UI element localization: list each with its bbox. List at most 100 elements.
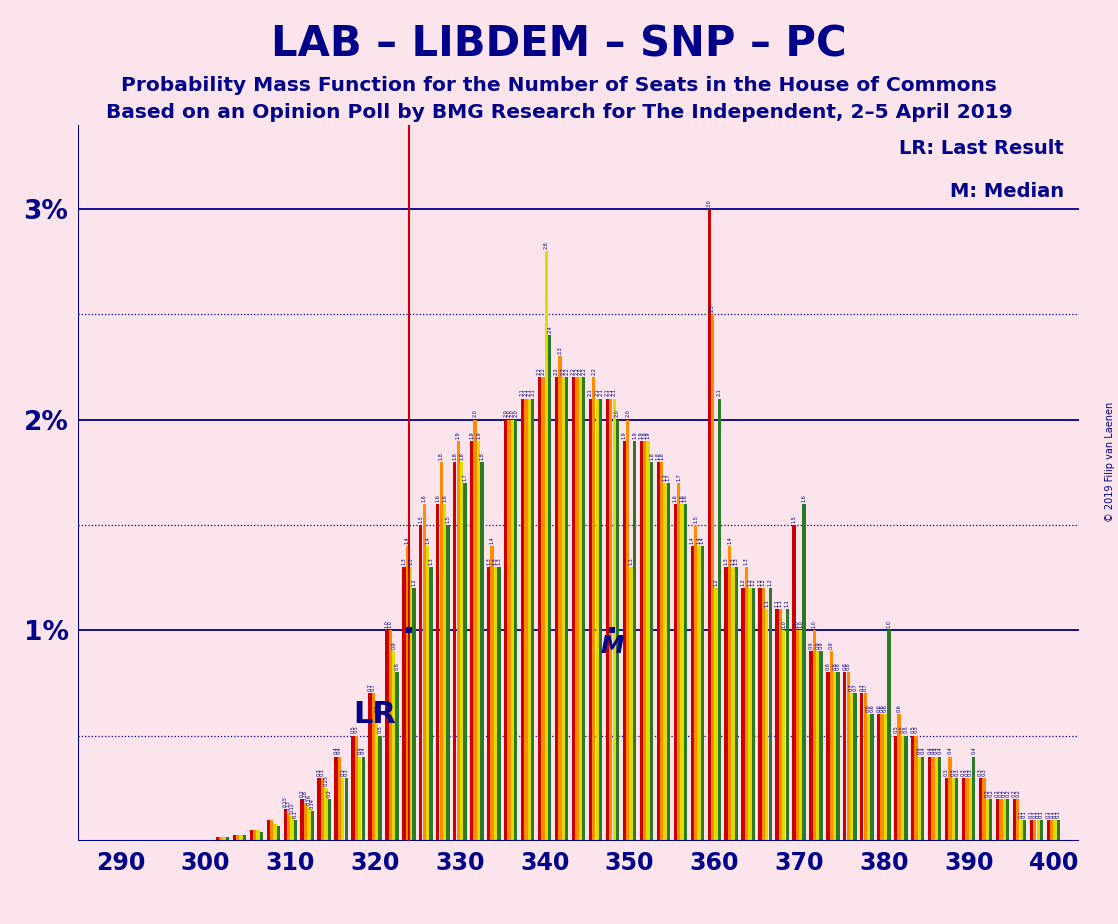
Text: 0.6: 0.6 — [866, 705, 871, 712]
Bar — [1036, 820, 1040, 841]
Text: 1.4: 1.4 — [727, 536, 732, 544]
Bar — [368, 693, 371, 841]
Text: 0.4: 0.4 — [337, 747, 342, 755]
Bar — [660, 462, 663, 841]
Bar — [928, 757, 931, 841]
Text: 0.2: 0.2 — [326, 789, 332, 796]
Text: 1.9: 1.9 — [622, 431, 627, 439]
Text: 0.5: 0.5 — [900, 725, 904, 734]
Text: 1.2: 1.2 — [740, 578, 746, 586]
Bar — [881, 714, 884, 841]
Text: 0.2: 0.2 — [1002, 789, 1006, 796]
Text: 3.0: 3.0 — [707, 200, 712, 207]
Bar — [629, 567, 633, 841]
Text: 0.15: 0.15 — [283, 796, 287, 808]
Bar — [965, 778, 968, 841]
Text: 2.0: 2.0 — [615, 409, 620, 418]
Bar — [287, 813, 291, 841]
Text: 0.3: 0.3 — [343, 768, 349, 775]
Bar — [878, 714, 880, 841]
Bar — [951, 778, 955, 841]
Text: 0.1: 0.1 — [1039, 810, 1044, 818]
Text: 1.8: 1.8 — [438, 452, 444, 459]
Bar — [361, 757, 364, 841]
Bar — [894, 736, 898, 841]
Bar — [243, 834, 246, 841]
Text: 1.2: 1.2 — [761, 578, 766, 586]
Text: 1.0: 1.0 — [385, 620, 389, 628]
Text: 1.7: 1.7 — [463, 473, 467, 480]
Bar — [701, 546, 704, 841]
Text: 0.5: 0.5 — [910, 725, 916, 734]
Text: M: M — [600, 635, 624, 659]
Bar — [718, 398, 721, 841]
Text: 2.2: 2.2 — [581, 368, 586, 375]
Text: 0.8: 0.8 — [835, 663, 841, 670]
Text: 1.0: 1.0 — [812, 620, 817, 628]
Bar — [338, 757, 341, 841]
Bar — [643, 441, 646, 841]
Bar — [606, 398, 609, 841]
Bar — [301, 798, 304, 841]
Bar — [582, 378, 586, 841]
Bar — [694, 525, 698, 841]
Text: 0.1: 0.1 — [1029, 810, 1034, 818]
Bar — [1003, 798, 1006, 841]
Text: 0.9: 0.9 — [808, 641, 814, 650]
Text: 0.3: 0.3 — [320, 768, 325, 775]
Text: 2.1: 2.1 — [612, 389, 617, 396]
Bar — [646, 441, 650, 841]
Text: 2.1: 2.1 — [530, 389, 536, 396]
Bar — [589, 398, 593, 841]
Bar — [596, 398, 599, 841]
Text: 1.2: 1.2 — [758, 578, 762, 586]
Bar — [439, 462, 443, 841]
Text: 1.7: 1.7 — [676, 473, 681, 480]
Text: 0.8: 0.8 — [845, 663, 851, 670]
Text: 0.3: 0.3 — [955, 768, 959, 775]
Bar — [931, 757, 935, 841]
Text: 2.2: 2.2 — [571, 368, 576, 375]
Text: 1.3: 1.3 — [486, 557, 491, 565]
Bar — [481, 462, 484, 841]
Bar — [681, 504, 684, 841]
Text: 1.6: 1.6 — [435, 494, 440, 502]
Text: 0.3: 0.3 — [968, 768, 973, 775]
Bar — [996, 798, 999, 841]
Text: 2.3: 2.3 — [558, 346, 562, 354]
Text: 0.3: 0.3 — [961, 768, 966, 775]
Text: 1.6: 1.6 — [442, 494, 447, 502]
Text: 1.9: 1.9 — [638, 431, 644, 439]
Bar — [389, 630, 392, 841]
Text: 1.8: 1.8 — [648, 452, 654, 459]
Text: 1.1: 1.1 — [778, 600, 783, 607]
Bar — [803, 504, 806, 841]
Bar — [1030, 820, 1033, 841]
Bar — [884, 714, 888, 841]
Bar — [219, 836, 222, 841]
Text: 0.8: 0.8 — [395, 663, 399, 670]
Bar — [269, 820, 273, 841]
Bar — [1050, 820, 1053, 841]
Bar — [406, 546, 409, 841]
Bar — [938, 757, 941, 841]
Text: 1.2: 1.2 — [747, 578, 752, 586]
Bar — [239, 834, 243, 841]
Bar — [904, 736, 908, 841]
Text: 2.2: 2.2 — [540, 368, 546, 375]
Bar — [633, 441, 636, 841]
Bar — [761, 588, 765, 841]
Bar — [528, 398, 531, 841]
Bar — [498, 567, 501, 841]
Text: 0.5: 0.5 — [351, 725, 356, 734]
Bar — [609, 398, 613, 841]
Text: 1.8: 1.8 — [656, 452, 661, 459]
Bar — [419, 525, 423, 841]
Bar — [945, 778, 948, 841]
Text: 1.0: 1.0 — [795, 620, 799, 628]
Bar — [728, 546, 731, 841]
Text: 1.3: 1.3 — [428, 557, 434, 565]
Bar — [409, 567, 413, 841]
Text: 0.8: 0.8 — [842, 663, 847, 670]
Text: 0.1: 0.1 — [1049, 810, 1054, 818]
